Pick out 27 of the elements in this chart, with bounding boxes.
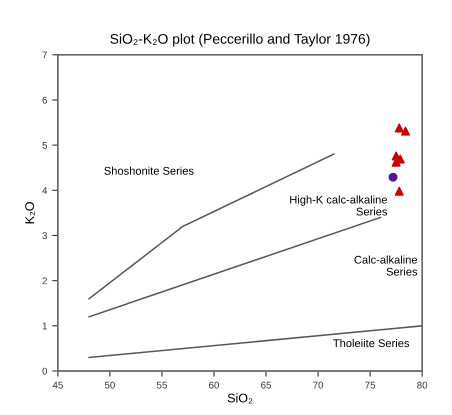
chart-title: SiO₂-K₂O plot (Peccerillo and Taylor 1976) xyxy=(110,34,370,47)
y-tick-label: 3 xyxy=(42,232,48,240)
y-tick-label: 7 xyxy=(42,52,47,58)
y-tick-label: 0 xyxy=(42,368,48,375)
x-tick-label: 60 xyxy=(209,382,220,389)
y-tick-label: 1 xyxy=(42,322,47,330)
annotation: High-K calc-alkaline Series xyxy=(290,195,388,216)
x-tick-label: 45 xyxy=(52,382,63,389)
y-tick-label: 4 xyxy=(42,187,48,194)
x-tick-label: 75 xyxy=(365,382,376,389)
y-tick-label: 5 xyxy=(42,142,48,149)
point xyxy=(388,172,398,182)
annotation: Calc-alkaline Series xyxy=(354,255,418,276)
y-tick-label: 2 xyxy=(42,277,47,284)
x-tick-label: 65 xyxy=(261,382,272,389)
x-tick-label: 80 xyxy=(417,382,428,389)
point xyxy=(394,123,404,132)
annotation: Shoshonite Series xyxy=(104,166,194,175)
annotation: Tholeiite Series xyxy=(333,338,410,348)
point xyxy=(394,186,404,196)
y-axis-title: K₂O xyxy=(25,202,35,224)
x-tick-label: 70 xyxy=(313,382,324,389)
y-tick-label: 6 xyxy=(42,96,48,104)
x-tick-label: 55 xyxy=(156,382,167,389)
x-tick-label: 50 xyxy=(104,382,115,389)
x-axis-title: SiO₂ xyxy=(228,393,252,404)
point xyxy=(401,126,410,136)
